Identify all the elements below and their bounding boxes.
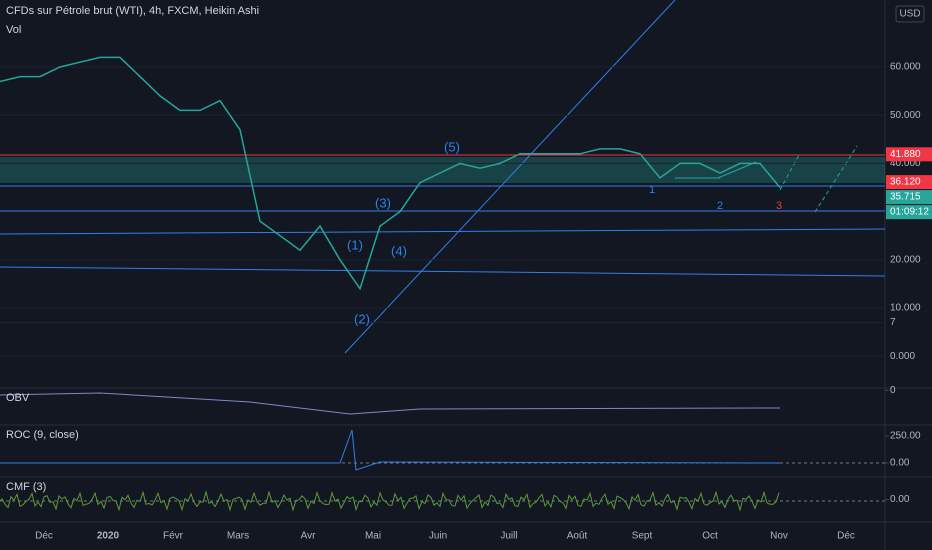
cmf-line bbox=[0, 490, 780, 512]
price-tag-label: 36.120 bbox=[890, 177, 921, 188]
time-label: Juin bbox=[429, 531, 447, 542]
wave-label: 1 bbox=[649, 184, 655, 196]
price-tag bbox=[886, 175, 932, 190]
pane-tick-label: 0 bbox=[890, 385, 896, 396]
currency[interactable]: USD bbox=[899, 9, 920, 20]
time-label: Août bbox=[567, 531, 588, 542]
price-tick-label: 20.000 bbox=[890, 254, 921, 265]
price-tag bbox=[886, 190, 932, 205]
time-label: Avr bbox=[301, 531, 316, 542]
wave-label: (3) bbox=[375, 195, 391, 210]
countdown-box bbox=[886, 205, 932, 220]
price-tick-label: 10.000 bbox=[890, 303, 921, 314]
wave-label: 2 bbox=[717, 200, 723, 212]
volume-label: Vol bbox=[6, 24, 21, 36]
time-label: 2020 bbox=[97, 531, 120, 542]
price-tag-label: 35.715 bbox=[890, 192, 921, 203]
drawings bbox=[0, 0, 886, 354]
roc-line bbox=[0, 429, 781, 471]
price-tick-label: 40.000 bbox=[890, 158, 921, 169]
wave-label: (1) bbox=[347, 237, 363, 252]
wave-label: (2) bbox=[354, 311, 370, 326]
pane-tick-label: 0.00 bbox=[890, 458, 910, 469]
wave-label: (5) bbox=[444, 139, 460, 154]
pane-label: OBV bbox=[6, 392, 30, 404]
time-label: Mars bbox=[227, 531, 249, 542]
price-tag bbox=[886, 147, 932, 162]
pane-tick-label: 250.00 bbox=[890, 431, 921, 442]
price-tick-label: 7 bbox=[890, 317, 896, 328]
time-label: Sept bbox=[632, 531, 653, 542]
time-label: Nov bbox=[770, 531, 788, 542]
time-label: Juill bbox=[500, 531, 517, 542]
wave-label: 3 bbox=[776, 200, 782, 212]
pane-label: ROC (9, close) bbox=[6, 429, 79, 441]
price-tag-label: 41.880 bbox=[890, 149, 921, 160]
price-tick-label: 60.000 bbox=[890, 62, 921, 73]
title: CFDs sur Pétrole brut (WTI), 4h, FXCM, H… bbox=[6, 5, 259, 17]
pane-label: CMF (3) bbox=[6, 481, 46, 493]
countdown: 01:09:12 bbox=[890, 207, 929, 218]
time-label: Mai bbox=[365, 531, 381, 542]
obv-line bbox=[0, 392, 781, 415]
wave-label: (4) bbox=[391, 243, 407, 258]
pane-tick-label: 0.00 bbox=[890, 494, 910, 505]
price-tick-label: 50.000 bbox=[890, 110, 921, 121]
support-zone bbox=[0, 157, 885, 183]
price-line bbox=[0, 56, 781, 291]
time-label: Févr bbox=[163, 531, 184, 542]
time-label: Déc bbox=[837, 531, 855, 542]
price-tick-label: 0.000 bbox=[890, 351, 915, 362]
currency-box[interactable] bbox=[895, 5, 925, 23]
time-label: Oct bbox=[702, 531, 718, 542]
time-label: Déc bbox=[35, 531, 53, 542]
